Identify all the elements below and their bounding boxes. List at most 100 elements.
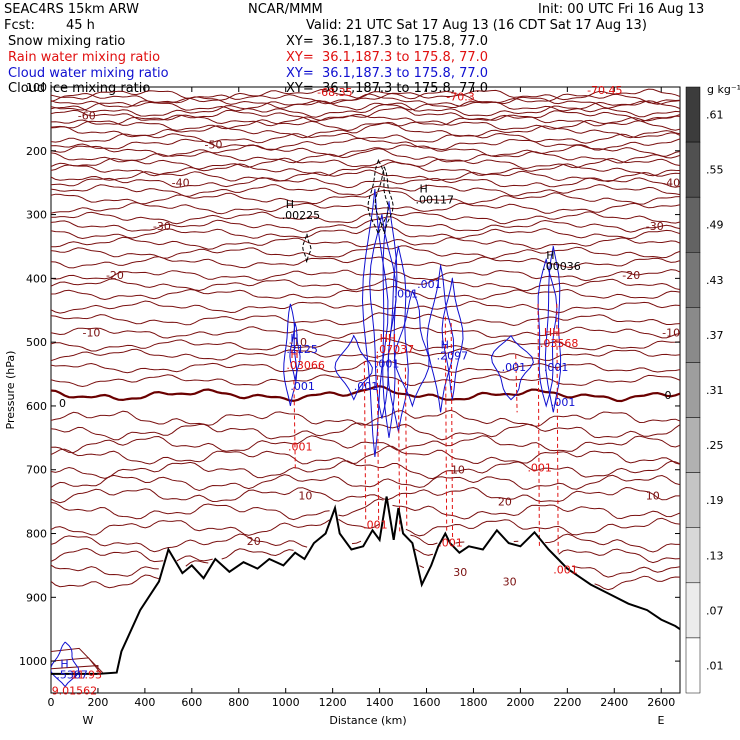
x-tick-label: 1400 [366,696,394,709]
y-tick-label: 400 [26,272,47,285]
field-rain-xy: XY= 36.1,187.3 to 175.8, 77.0 [286,50,489,65]
isotherm-line [51,409,680,427]
rain-contour [404,367,408,528]
cloud-water-contour [382,200,398,438]
maximum-marker: HH [380,332,397,345]
isotherm-line [51,157,680,170]
y-tick-label: 900 [26,591,47,604]
rain-contour [515,354,518,413]
isotherm-line [51,113,680,127]
isotherm-line [51,517,680,537]
maximum-marker: H [441,339,449,352]
isotherm-line [51,498,680,521]
maximum-value: .00117 [415,193,454,206]
cloud-water-contour [426,265,455,413]
cloud-water-contour [334,334,373,401]
isotherm-line [51,144,680,157]
maximum-marker: H [546,249,554,262]
maximum-value: .5387 [56,668,88,681]
isotherm-line [51,211,680,225]
terrain-line [51,496,680,675]
east-label: E [658,714,665,727]
x-tick-label: 600 [181,696,202,709]
isotherm-label: -60 [78,110,96,123]
cloud-water-label: .001 [394,288,419,301]
maximum-value: .2125 [286,343,318,356]
cloud-water-label: .001 [375,358,400,371]
y-axis-title: Pressure (hPa) [4,351,17,430]
isotherm-label: -40 [662,177,680,190]
isotherm-line [51,202,680,215]
isotherm-line [51,92,680,105]
colorbar-tick-label: .25 [706,439,724,452]
isotherm-line [51,226,680,240]
cloud-water-label: .001 [417,278,442,291]
cloud-water-contour [394,290,430,408]
isotherm-line [51,326,680,339]
isotherm-line [51,574,680,591]
rain-contour [537,303,540,547]
x-tick-label: 2600 [647,696,675,709]
isotherm-label: 0 [59,397,66,410]
isotherm-label: -10 [82,327,100,340]
rain-label: .001 [527,462,552,475]
colorbar-tick-label: .37 [706,329,724,342]
valid-time: Valid: 21 UTC Sat 17 Aug 13 (16 CDT Sat … [306,18,647,33]
x-tick-label: 1200 [319,696,347,709]
cloud-water-label: .001 [354,380,379,393]
maximum-marker: H [60,657,68,670]
isotherm-line [51,360,680,374]
colorbar-tick-label: .55 [706,164,724,177]
x-tick-label: 1800 [459,696,487,709]
maximum-marker: H [290,332,298,345]
isotherm-label: 30 [503,575,517,588]
x-tick-label: 1600 [413,696,441,709]
isotherm-label: 10 [298,489,312,502]
forecast-label: Fcst: [4,18,35,33]
colorbar-swatch [685,362,701,418]
isotherm-line [51,460,680,480]
freezing-isotherm [51,385,680,403]
field-snow-xy: XY= 36.1,187.3 to 175.8, 77.0 [286,34,489,49]
isotherm-label: -10 [289,336,307,349]
cloud-water-contour [289,322,301,381]
cloud-water-contour [369,213,397,419]
isotherm-label: 20 [498,496,512,509]
colorbar-swatch [685,196,701,253]
x-tick-label: 0 [48,696,55,709]
x-tick-label: 800 [228,696,249,709]
isotherm-label: 10 [646,489,660,502]
colorbar-unit: g kg⁻¹ [707,83,740,96]
colorbar-tick-label: .07 [706,604,724,617]
isotherm-line [51,348,680,362]
x-tick-label: 2400 [600,696,628,709]
isotherm-label: -70.3 [446,91,474,104]
field-rain-name: Rain water mixing ratio [8,50,161,65]
snow-contour [374,166,394,234]
rain-label: .001 [363,518,388,531]
colorbar-tick-label: .19 [706,494,724,507]
cloud-water-label: .001 [290,380,315,393]
colorbar-tick-label: .31 [706,384,724,397]
isotherm-line [51,88,680,101]
x-axis-title: Distance (km) [329,714,406,727]
isotherm-line [51,189,680,205]
isotherm-line [51,132,680,144]
isotherm-line [51,161,680,177]
cloud-water-label: .001 [544,361,569,374]
isotherm-label: -50 [205,138,223,151]
cloud-water-contour [490,334,534,401]
colorbar-swatch [685,307,701,363]
y-tick-label: 300 [26,209,47,222]
x-tick-label: 400 [134,696,155,709]
isotherm-line [51,547,680,564]
isotherm-line [51,169,680,183]
isotherm-line [51,657,101,673]
cloud-water-contour [51,641,80,688]
field-cloud-name: Cloud water mixing ratio [8,66,169,81]
isotherm-label: -40 [172,177,190,190]
y-tick-label: 700 [26,464,47,477]
colorbar-tick-label: .13 [706,549,724,562]
isotherm-line [51,374,680,388]
maximum-value: .2097 [437,350,469,363]
